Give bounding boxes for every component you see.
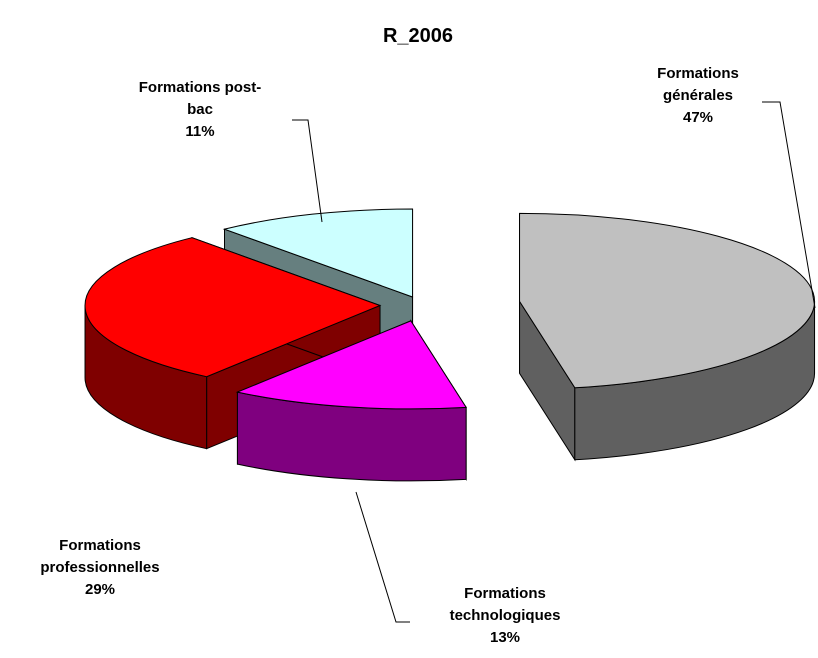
value-label: 13% [490, 629, 520, 646]
slice-top [222, 208, 414, 298]
leader-line [292, 119, 323, 223]
chart-title: R_2006 [383, 25, 453, 47]
slice-label: Formations professionnelles [40, 537, 159, 576]
leader-line [762, 101, 816, 309]
value-label: 47% [683, 109, 713, 126]
slice [235, 319, 467, 482]
slice-label: Formations générales [657, 65, 739, 104]
slice-top [519, 212, 815, 389]
value-label: 11% [185, 123, 214, 140]
slice-label: Formations post-bac [139, 79, 262, 118]
leader-line [355, 491, 410, 623]
value-label: 29% [85, 581, 115, 598]
slice [519, 212, 816, 462]
slice-top [235, 320, 467, 410]
slice-label: Formations technologiques [450, 585, 561, 624]
slice-top [84, 237, 382, 378]
